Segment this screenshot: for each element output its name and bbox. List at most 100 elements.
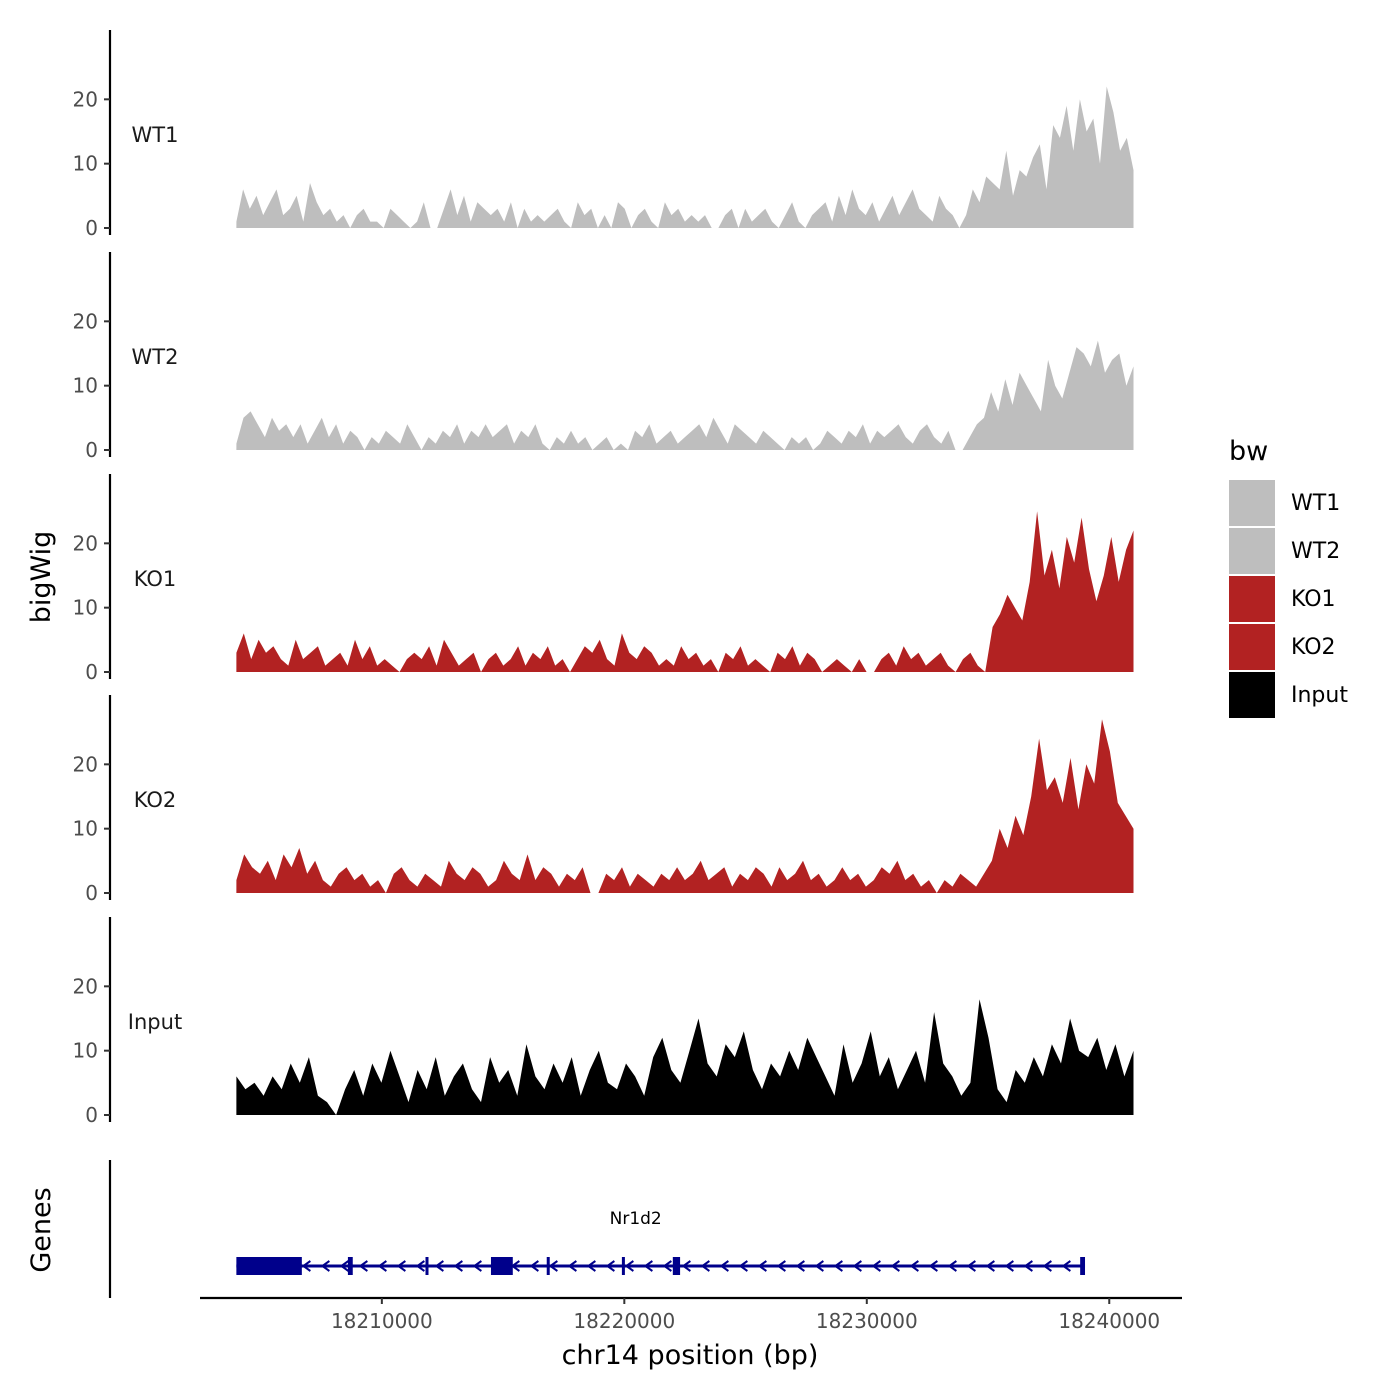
y-tick-label: 10 (73, 817, 98, 841)
legend-label-ko2: KO2 (1291, 635, 1336, 660)
strand-arrow (548, 1260, 558, 1272)
y-tick-label: 0 (85, 216, 98, 240)
gene-exon (546, 1257, 550, 1275)
y-tick-label: 20 (73, 974, 98, 998)
area-wt1 (236, 86, 1134, 228)
y-tick-label: 10 (73, 374, 98, 398)
track-label-wt2: WT2 (132, 345, 179, 369)
strand-arrow (985, 1260, 995, 1272)
strand-arrow (871, 1260, 881, 1272)
legend-key-ko1 (1229, 576, 1275, 622)
legend-key-input (1229, 672, 1275, 718)
strand-arrow (624, 1260, 634, 1272)
legend-key-wt2 (1229, 528, 1275, 574)
strand-arrow (700, 1260, 710, 1272)
gene-exon (621, 1257, 625, 1275)
y-tick-label: 0 (85, 1103, 98, 1127)
track-ko1: 0 10 20 KO1 (73, 474, 1134, 684)
gene-exon (1080, 1257, 1086, 1275)
x-tick-label: 18230000 (816, 1309, 918, 1333)
strand-arrow (814, 1260, 824, 1272)
area-ko1 (236, 511, 1134, 672)
y-tick-label: 0 (85, 660, 98, 684)
y-tick-label: 10 (73, 596, 98, 620)
y-tick-label: 20 (73, 87, 98, 111)
strand-arrow (586, 1260, 596, 1272)
strand-arrow (1004, 1260, 1014, 1272)
gene-exon (236, 1257, 302, 1275)
y-tick-label: 0 (85, 438, 98, 462)
strand-arrow (966, 1260, 976, 1272)
track-wt1: 0 10 20 WT1 (73, 30, 1134, 240)
genes-panel: Nr1d2 (108, 1160, 1086, 1298)
track-label-ko1: KO1 (134, 567, 177, 591)
legend-label-input: Input (1291, 683, 1348, 708)
track-input: 0 10 20 Input (73, 917, 1134, 1127)
legend-label-wt2: WT2 (1291, 539, 1340, 564)
gene-exon (490, 1257, 513, 1275)
legend-label-wt1: WT1 (1291, 491, 1340, 516)
legend: bw WT1 WT2 KO1 KO2 Input (1229, 436, 1348, 718)
gene-exon (347, 1257, 353, 1275)
gene-nr1d2: Nr1d2 (236, 1209, 1086, 1275)
strand-arrow (833, 1260, 843, 1272)
gene-exon (672, 1257, 681, 1275)
strand-arrow (434, 1260, 444, 1272)
y-tick-label: 10 (73, 1039, 98, 1063)
bigwig-tracks: 0 10 20 WT1 0 10 20 WT2 0 10 20 KO1 0 10 20 KO2 0 10 20 Inp… (73, 30, 1134, 1127)
area-wt2 (236, 340, 1134, 450)
strand-arrow (852, 1260, 862, 1272)
strand-arrow (472, 1260, 482, 1272)
x-axis: 18210000 18220000 18230000 18240000 (200, 1296, 1182, 1333)
strand-arrow (377, 1260, 387, 1272)
strand-arrow (529, 1260, 539, 1272)
strand-arrow (738, 1260, 748, 1272)
y-tick-label: 20 (73, 309, 98, 333)
track-label-wt1: WT1 (132, 123, 179, 147)
strand-arrow (605, 1260, 615, 1272)
track-wt2: 0 10 20 WT2 (73, 252, 1134, 462)
strand-arrow (396, 1260, 406, 1272)
area-input (236, 999, 1134, 1115)
strand-arrow (567, 1260, 577, 1272)
gene-label: Nr1d2 (610, 1209, 662, 1229)
x-axis-title: chr14 position (bp) (562, 1340, 819, 1371)
track-ko2: 0 10 20 KO2 (73, 695, 1134, 905)
strand-arrow (795, 1260, 805, 1272)
y-tick-label: 0 (85, 881, 98, 905)
strand-arrow (719, 1260, 729, 1272)
y-axis-title: bigWig (26, 531, 57, 624)
legend-key-wt1 (1229, 480, 1275, 526)
y-tick-label: 20 (73, 752, 98, 776)
track-label-ko2: KO2 (134, 788, 177, 812)
y-tick-label: 20 (73, 531, 98, 555)
strand-arrow (947, 1260, 957, 1272)
strand-arrow (320, 1260, 330, 1272)
strand-arrow (358, 1260, 368, 1272)
strand-arrow (1023, 1260, 1033, 1272)
strand-arrow (776, 1260, 786, 1272)
strand-arrow (1042, 1260, 1052, 1272)
strand-arrow (662, 1260, 672, 1272)
track-label-input: Input (128, 1010, 182, 1034)
strand-arrow (339, 1260, 349, 1272)
legend-key-ko2 (1229, 624, 1275, 670)
gene-exon (425, 1257, 429, 1275)
legend-label-ko1: KO1 (1291, 587, 1336, 612)
strand-arrow (643, 1260, 653, 1272)
genes-axis-title: Genes (26, 1187, 57, 1272)
strand-arrow (681, 1260, 691, 1272)
strand-arrow (757, 1260, 767, 1272)
y-tick-label: 10 (73, 152, 98, 176)
strand-arrow (453, 1260, 463, 1272)
legend-title: bw (1229, 436, 1268, 467)
x-tick-label: 18220000 (573, 1309, 675, 1333)
area-ko2 (236, 719, 1134, 893)
strand-arrow (909, 1260, 919, 1272)
strand-arrow (1061, 1260, 1071, 1272)
x-tick-label: 18210000 (331, 1309, 433, 1333)
strand-arrow (890, 1260, 900, 1272)
x-tick-label: 18240000 (1058, 1309, 1160, 1333)
strand-arrow (301, 1260, 311, 1272)
